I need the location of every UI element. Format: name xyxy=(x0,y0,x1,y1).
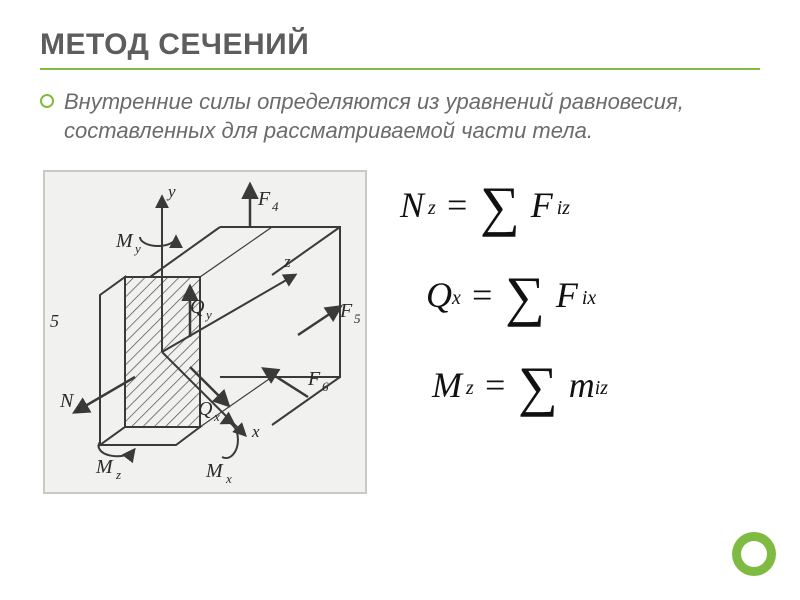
eq1-rhs-sym: F xyxy=(531,184,553,226)
svg-text:M: M xyxy=(115,230,134,252)
svg-text:x: x xyxy=(251,422,260,441)
section-diagram: y F4 My z Qy F5 5 F6 Nz Qx x Mz Mx xyxy=(40,167,370,497)
equations: N z = ∑ F iz Q x = ∑ F ix M z = ∑ xyxy=(390,167,790,417)
svg-text:z: z xyxy=(75,401,81,416)
svg-text:5: 5 xyxy=(354,311,361,326)
eq2-rhs-sym: F xyxy=(556,274,578,316)
content-area: y F4 My z Qy F5 5 F6 Nz Qx x Mz Mx N z =… xyxy=(40,167,760,527)
svg-text:F: F xyxy=(339,300,353,322)
eq1-lhs-sym: N xyxy=(400,184,424,226)
svg-text:z: z xyxy=(115,467,121,482)
svg-text:F: F xyxy=(307,368,321,390)
svg-text:Q: Q xyxy=(198,398,213,420)
svg-text:Q: Q xyxy=(190,296,205,318)
equation-nz: N z = ∑ F iz xyxy=(400,173,790,237)
bullet-marker-icon xyxy=(40,94,54,108)
eq1-rhs-sub: iz xyxy=(557,197,570,220)
eq3-lhs-sym: M xyxy=(432,364,462,406)
svg-text:M: M xyxy=(95,456,114,478)
eq3-rhs-sub: iz xyxy=(595,377,608,400)
svg-text:x: x xyxy=(213,409,220,424)
eq2-rhs-sub: ix xyxy=(582,287,596,310)
eq1-lhs-sub: z xyxy=(428,197,436,220)
sigma-icon: ∑ xyxy=(478,175,522,239)
bullet-text: Внутренние силы определяются из уравнени… xyxy=(64,88,754,145)
sigma-icon: ∑ xyxy=(516,355,560,419)
equation-mz: M z = ∑ m iz xyxy=(432,353,790,417)
svg-text:y: y xyxy=(204,307,212,322)
title-divider xyxy=(40,68,760,70)
diagram-bg xyxy=(44,171,366,493)
eq2-lhs-sub: x xyxy=(452,287,461,310)
svg-text:N: N xyxy=(59,390,75,412)
eq3-lhs-sub: z xyxy=(466,377,474,400)
bullet-item: Внутренние силы определяются из уравнени… xyxy=(40,88,760,145)
equation-qx: Q x = ∑ F ix xyxy=(426,263,790,327)
slide: МЕТОД СЕЧЕНИЙ Внутренние силы определяют… xyxy=(0,0,800,600)
svg-text:y: y xyxy=(166,182,176,201)
svg-text:F: F xyxy=(257,188,271,210)
svg-text:M: M xyxy=(205,460,224,482)
svg-text:x: x xyxy=(225,471,232,486)
eq2-lhs-sym: Q xyxy=(426,274,452,316)
svg-text:z: z xyxy=(283,252,291,271)
corner-decoration-icon xyxy=(732,532,776,576)
slide-title: МЕТОД СЕЧЕНИЙ xyxy=(40,28,760,62)
svg-text:y: y xyxy=(133,241,141,256)
svg-text:5: 5 xyxy=(50,311,59,331)
sigma-icon: ∑ xyxy=(503,265,547,329)
svg-text:4: 4 xyxy=(272,199,279,214)
eq3-rhs-sym: m xyxy=(569,364,595,406)
svg-text:6: 6 xyxy=(322,379,329,394)
